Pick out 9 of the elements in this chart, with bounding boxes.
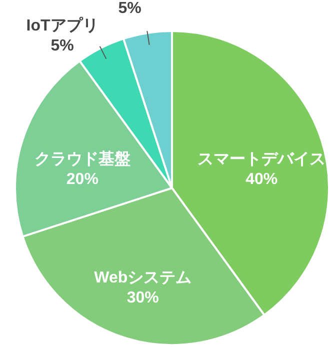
data-label: 5% [50,38,74,55]
slice-label: Webシステム [94,270,192,287]
slice-label: クラウド基盤 [34,150,130,168]
data-label: 20% [66,170,98,188]
slice-label: スマートデバイス [198,150,326,168]
slice-label: IoTアプリ [26,16,98,35]
data-label: 30% [126,290,159,307]
data-label: 40% [246,170,278,188]
data-label: 5% [118,0,142,18]
